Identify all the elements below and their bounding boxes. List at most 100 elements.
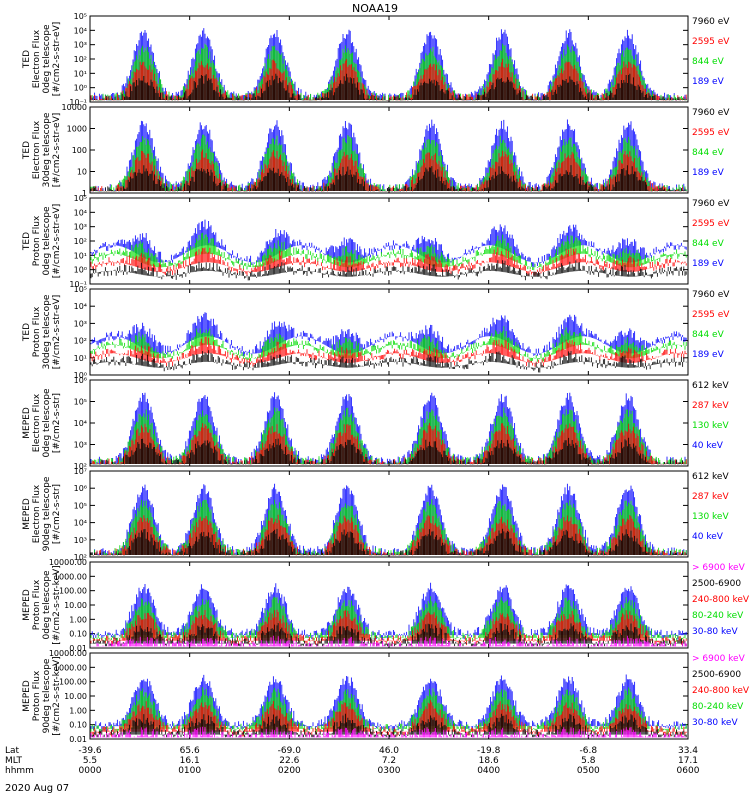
y-tick-label: 10⁰ [74, 266, 87, 275]
x-tick-label-mlt: 17.1 [678, 756, 698, 766]
panel-7: 0.01 0.10 1.00 10.00 100.00 1000.00 10000.00 ME… [22, 558, 750, 653]
y-tick-label: 10³ [74, 223, 87, 232]
y-axis-label: 0deg telescope [42, 24, 52, 94]
series-trace [90, 582, 687, 641]
legend-entry: 287 keV [692, 492, 729, 502]
legend-entry: 80-240 keV [692, 702, 744, 712]
y-tick-label: 10⁶ [74, 484, 87, 493]
y-axis-label: [#/cm2-s-str] [52, 393, 62, 453]
panel-frame [89, 470, 689, 558]
series-trace [90, 232, 687, 271]
legend-entry: 240-800 keV [692, 595, 750, 605]
panel-traces [90, 28, 687, 101]
y-tick-label: 1000.00 [54, 572, 87, 581]
y-tick-label: 10⁶ [74, 376, 87, 385]
y-tick-label: 10³ [74, 41, 87, 50]
x-tick-label-lat: 46.0 [379, 746, 399, 756]
series-trace [90, 514, 687, 556]
y-axis-label: [#/cm2-s-str-eV] [52, 113, 62, 188]
legend-entry: 40 keV [692, 532, 724, 542]
panel-frame [89, 15, 689, 103]
y-tick-label: 100.00 [59, 678, 87, 687]
y-tick-label: 0.01 [69, 644, 87, 653]
legend-entry: 844 eV [692, 330, 725, 340]
y-tick-label: 10⁴ [74, 26, 87, 35]
legend-entry: > 6900 keV [692, 654, 746, 664]
y-tick-label: 10 [77, 168, 87, 177]
y-axis-label: [#/cm2-s-str-keV] [52, 656, 62, 735]
x-tick-label-hhmm: 0500 [577, 766, 600, 776]
panel-2: 1 10 100 1000 10000 TED Electron Flux 30deg tel… [22, 103, 730, 198]
y-axis-label: [#/cm2-s-str-keV] [52, 565, 62, 644]
x-tick-label-lat: -69.0 [278, 746, 302, 756]
panel-traces [90, 392, 687, 465]
y-tick-label: 10⁰ [74, 84, 87, 93]
y-axis-label: Electron Flux [32, 484, 42, 543]
y-tick-label: 10⁴ [74, 302, 87, 311]
legend-entry: 844 eV [692, 57, 725, 67]
series-trace [90, 609, 687, 646]
series-trace [90, 635, 687, 647]
y-tick-label: 100 [72, 146, 87, 155]
legend-entry: 612 keV [692, 472, 729, 482]
y-axis-label: Electron Flux [32, 393, 42, 452]
legend-entry: > 6900 keV [692, 563, 746, 573]
series-trace [90, 596, 687, 643]
legend-entry: 7960 eV [692, 17, 730, 27]
y-axis-label: 30deg telescope [42, 294, 52, 369]
y-tick-label: 10⁵ [74, 285, 87, 294]
y-tick-label: 10³ [74, 441, 87, 450]
legend-entry: 2595 eV [692, 37, 730, 47]
panel-traces [90, 582, 687, 647]
x-tick-label-lat: -19.8 [477, 746, 501, 756]
panel-8: 0.01 0.10 1.00 10.00 100.00 1000.00 10000.00 ME… [22, 649, 750, 744]
legend-entry: 2595 eV [692, 219, 730, 229]
x-tick-label-mlt: 22.6 [279, 756, 299, 766]
panel-traces [90, 674, 687, 738]
legend-entry: 2500-6900 [692, 670, 741, 680]
legend-entry: 189 eV [692, 259, 725, 269]
panel-traces [90, 219, 687, 281]
x-tick-label-lat: 65.6 [180, 746, 200, 756]
y-tick-label: 10⁵ [74, 501, 87, 510]
y-tick-label: 10⁴ [74, 519, 87, 528]
panel-5: 10² 10³ 10⁴ 10⁵ 10⁶ MEPED Electron Flux 0deg te… [22, 376, 729, 471]
y-tick-label: 100.00 [59, 587, 87, 596]
legend-entry: 2595 eV [692, 128, 730, 138]
legend-entry: 7960 eV [692, 108, 730, 118]
y-tick-label: 10000.00 [49, 558, 87, 567]
y-tick-label: 10² [74, 55, 87, 64]
panel-6: 10² 10³ 10⁴ 10⁵ 10⁶ 10⁷ MEPED Electron Flux 90de… [22, 467, 729, 562]
x-tick-label-lat: -39.6 [78, 746, 102, 756]
series-trace [90, 73, 687, 101]
x-row-label: MLT [5, 756, 23, 766]
series-trace [90, 726, 687, 738]
series-trace [90, 119, 687, 192]
y-tick-label: 10000.00 [49, 649, 87, 658]
y-axis-label: Proton Flux [32, 306, 42, 357]
y-tick-label: 10² [74, 553, 87, 562]
y-tick-label: 10⁰ [74, 371, 87, 380]
y-axis-label: Proton Flux [32, 670, 42, 721]
series-trace [90, 43, 687, 101]
y-axis-label: Proton Flux [32, 215, 42, 266]
y-tick-label: 10³ [74, 319, 87, 328]
series-trace [90, 674, 687, 731]
y-tick-label: 10² [74, 337, 87, 346]
legend-entry: 80-240 keV [692, 611, 744, 621]
legend-entry: 189 eV [692, 77, 725, 87]
x-tick-label-hhmm: 0100 [178, 766, 201, 776]
legend-entry: 30-80 keV [692, 627, 738, 637]
y-axis-label: [#/cm2-s-str-eV] [52, 22, 62, 97]
series-trace [90, 134, 687, 192]
y-axis-label: [#/cm2-s-str-eV] [52, 295, 62, 370]
y-axis-label: 90deg telescope [42, 658, 52, 733]
series-trace [90, 700, 687, 737]
y-axis-label: [#/cm2-s-str] [52, 484, 62, 544]
x-row-label: Lat [5, 746, 20, 756]
legend-entry: 844 eV [692, 148, 725, 158]
series-trace [90, 58, 687, 101]
series-trace [90, 312, 687, 357]
